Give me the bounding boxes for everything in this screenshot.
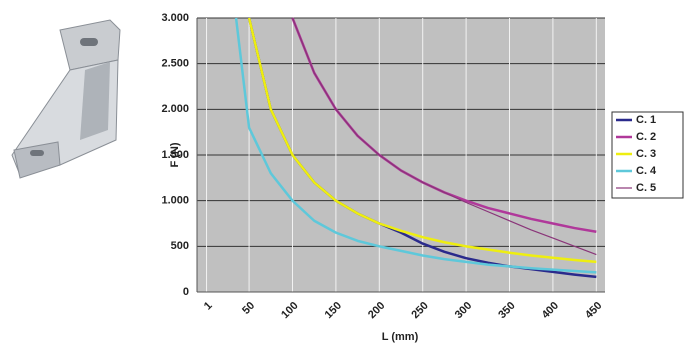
x-tick-label: 300	[453, 300, 474, 321]
x-tick-label: 200	[366, 300, 387, 321]
x-tick-label: 50	[240, 300, 257, 317]
product-image	[11, 19, 121, 179]
legend-label: C. 3	[636, 148, 656, 160]
legend	[611, 111, 684, 199]
y-tick-label: 500	[171, 240, 189, 252]
legend-label: C. 4	[636, 165, 657, 177]
y-tick-label: 1.000	[161, 195, 189, 207]
y-tick-label: 2.500	[161, 58, 189, 70]
y-tick-label: 0	[183, 286, 189, 298]
x-tick-label: 1	[202, 300, 215, 313]
x-tick-label: 450	[583, 300, 604, 321]
legend-label: C. 1	[636, 114, 656, 126]
x-tick-label: 100	[279, 300, 300, 321]
x-tick-label: 400	[540, 300, 561, 321]
x-tick-label: 350	[496, 300, 517, 321]
x-tick-label: 250	[409, 300, 430, 321]
y-axis-label: F (N)	[169, 142, 181, 167]
legend-label: C. 2	[636, 131, 656, 143]
legend-label: C. 5	[636, 182, 656, 194]
y-tick-label: 3.000	[161, 12, 189, 24]
y-tick-label: 1.500	[161, 149, 189, 161]
x-axis-label: L (mm)	[382, 331, 419, 343]
series-line	[234, 17, 597, 274]
series-line	[247, 17, 597, 264]
series-line	[291, 17, 597, 256]
y-tick-label: 2.000	[161, 103, 189, 115]
x-tick-label: 150	[323, 300, 344, 321]
